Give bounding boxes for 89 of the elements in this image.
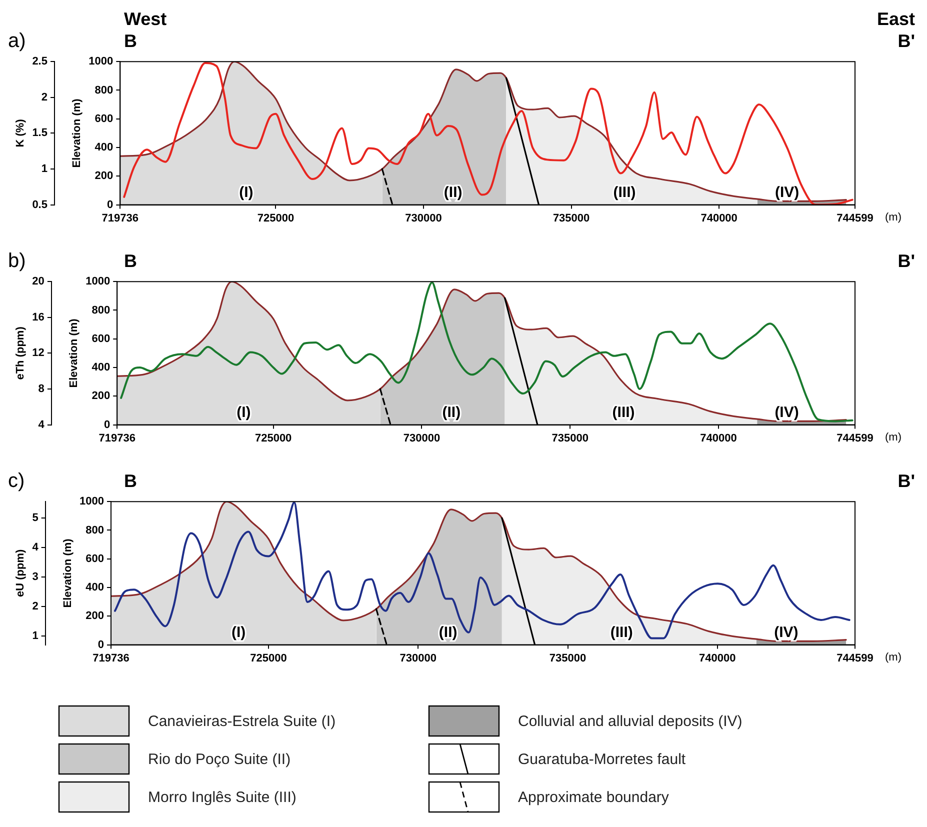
y2-axis-title: eU (ppm) <box>14 549 27 598</box>
y2-tick-label: 1.5 <box>32 127 48 140</box>
legend-label: Rio do Poço Suite (II) <box>148 750 291 768</box>
annotation: (III) <box>610 624 633 642</box>
y-tick-label: 800 <box>86 524 104 536</box>
text: East <box>876 8 915 30</box>
legend-label: Colluvial and alluvial deposits (IV) <box>518 712 742 730</box>
chart-title: b) <box>8 250 26 272</box>
y-tick-label: 1000 <box>88 56 114 68</box>
y-tick-label: 800 <box>94 84 114 96</box>
annotation: (II) <box>444 184 462 202</box>
x-tick-label: 735000 <box>552 212 590 224</box>
x-tick-label: 744599 <box>836 652 874 664</box>
annotation: (III) <box>612 404 635 422</box>
y-tick-label: 0 <box>104 418 110 431</box>
annotation: (III) <box>613 184 636 202</box>
x-tick-label: 725000 <box>254 432 292 444</box>
y-tick-label: 400 <box>92 362 110 374</box>
text: B <box>124 250 137 272</box>
annotation: (I) <box>239 184 254 202</box>
y2-tick-label: 5 <box>32 512 38 524</box>
x-tick-label: 730000 <box>400 652 436 664</box>
x-tick-label: 719736 <box>102 212 139 224</box>
y2-tick-label: 8 <box>38 383 44 396</box>
legend-label: Morro Inglês Suite (III) <box>148 788 296 806</box>
y2-axis-title: eTh (ppm) <box>14 326 27 380</box>
x-axis-title: (m) <box>885 431 902 444</box>
x-tick-label: 725000 <box>250 652 287 664</box>
y2-tick-label: 0.5 <box>32 198 48 211</box>
text: B' <box>898 30 915 52</box>
chart-title: c) <box>8 470 25 492</box>
y2-tick-label: 2 <box>41 91 48 104</box>
y2-tick-label: 2.5 <box>32 56 48 68</box>
y2-tick-label: 20 <box>32 276 44 288</box>
y-tick-label: 400 <box>86 582 104 594</box>
text: B' <box>898 250 915 272</box>
y-tick-label: 200 <box>92 390 110 402</box>
y2-axis-title: K (%) <box>14 118 27 148</box>
y-tick-label: 0 <box>107 198 114 211</box>
y-axis-title: Elevation (m) <box>62 538 74 608</box>
y-tick-label: 200 <box>94 170 114 182</box>
y-tick-label: 1000 <box>80 496 104 508</box>
annotation: (IV) <box>774 624 798 642</box>
text: B <box>124 470 137 492</box>
y-tick-label: 1000 <box>86 276 110 288</box>
annotation: (I) <box>236 404 251 422</box>
y2-tick-label: 1 <box>32 630 38 642</box>
text: B <box>124 30 137 52</box>
legend-label: Approximate boundary <box>518 788 669 806</box>
annotation: (II) <box>438 624 458 642</box>
x-tick-label: 730000 <box>405 212 442 224</box>
y-tick-label: 600 <box>94 112 114 125</box>
x-tick-label: 735000 <box>549 652 586 664</box>
y2-tick-label: 4 <box>38 418 46 431</box>
x-tick-label: 740000 <box>699 652 736 664</box>
y-tick-label: 200 <box>86 610 104 622</box>
legend-label: Canavieiras-Estrela Suite (I) <box>148 712 336 730</box>
y-tick-label: 600 <box>92 332 110 345</box>
y-tick-label: 0 <box>98 638 104 651</box>
chart-title: a) <box>8 30 26 52</box>
annotation: (II) <box>442 404 461 422</box>
y-axis-title: Elevation (m) <box>71 98 84 168</box>
x-tick-label: 735000 <box>552 432 588 444</box>
y-axis-title: Elevation (m) <box>68 318 80 388</box>
y2-tick-label: 12 <box>32 347 44 360</box>
y2-tick-label: 16 <box>32 311 44 324</box>
x-tick-label: 744599 <box>836 212 874 224</box>
annotation: (I) <box>232 624 246 642</box>
x-tick-label: 719736 <box>98 432 136 444</box>
y-tick-label: 800 <box>92 304 110 316</box>
y-tick-label: 400 <box>94 142 114 154</box>
x-axis-title: (m) <box>885 651 902 664</box>
x-tick-label: 730000 <box>403 432 440 444</box>
y2-tick-label: 1 <box>41 163 48 176</box>
x-tick-label: 744599 <box>836 432 874 444</box>
y-tick-label: 600 <box>86 552 104 565</box>
annotation: (IV) <box>774 404 799 422</box>
x-axis-title: (m) <box>885 211 902 224</box>
y2-tick-label: 2 <box>32 600 38 612</box>
x-tick-label: 725000 <box>257 212 294 224</box>
x-tick-label: 740000 <box>700 212 738 224</box>
x-tick-label: 719736 <box>92 652 130 664</box>
annotation: (IV) <box>774 184 800 202</box>
text: West <box>124 8 167 30</box>
text: B' <box>898 470 915 492</box>
x-tick-label: 740000 <box>700 432 737 444</box>
y2-tick-label: 4 <box>32 541 40 554</box>
y2-tick-label: 3 <box>32 570 38 583</box>
legend-label: Guaratuba-Morretes fault <box>518 750 686 768</box>
